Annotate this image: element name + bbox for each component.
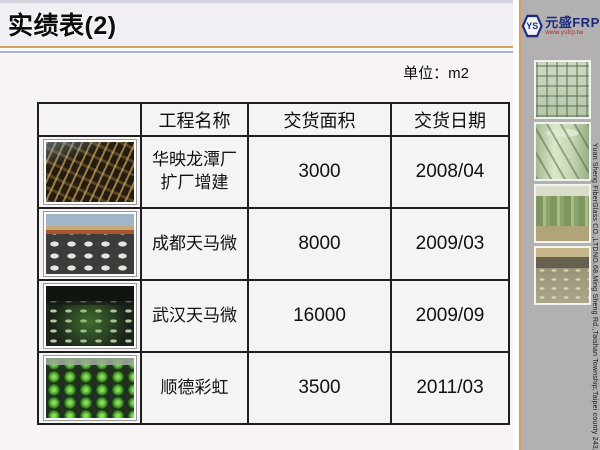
header-photo-column xyxy=(37,102,142,137)
project-name: 华映龙潭厂 扩厂增建 xyxy=(140,135,249,209)
unit-label: 单位：m2 xyxy=(403,65,469,82)
company-logo: YS 元盛FRP www.ysfrp.tw xyxy=(521,14,600,38)
ys-hexagon-icon: YS xyxy=(521,14,543,38)
project-photo-green-domes xyxy=(42,355,137,421)
main-area: 实绩表(2) 单位：m2 工程名称 交货面积 交货日期 华映龙潭厂 扩厂增建 3… xyxy=(0,0,513,450)
logo-monogram: YS xyxy=(526,21,539,31)
sidebar-photo-ceiling-structure xyxy=(534,60,591,119)
company-name-line: Yuan Sheng FiberGlass CO.,LTD xyxy=(591,143,598,252)
sidebar-photo-frp-tank xyxy=(534,122,591,181)
delivery-area: 3000 xyxy=(247,135,392,209)
company-address: Yuan Sheng FiberGlass CO.,LTD NO.68,Ming… xyxy=(521,143,600,450)
page-title: 实绩表(2) xyxy=(8,12,117,40)
header-project-name: 工程名称 xyxy=(140,102,249,137)
title-divider xyxy=(0,46,513,54)
delivery-date: 2009/09 xyxy=(390,279,510,353)
table-row: 武汉天马微 16000 2009/09 xyxy=(37,279,510,353)
company-street-line: NO.68,Ming Sheng Rd.,Taishan Township; xyxy=(591,251,598,391)
delivery-date: 2008/04 xyxy=(390,135,510,209)
divider-orange-line xyxy=(0,46,513,48)
project-photo-pedestals xyxy=(42,211,137,277)
project-photo-green-floor xyxy=(42,283,137,349)
brand-website: www.ysfrp.tw xyxy=(545,28,584,36)
delivery-date: 2009/03 xyxy=(390,207,510,281)
title-bar: 实绩表(2) xyxy=(0,0,513,46)
projects-table: 工程名称 交货面积 交货日期 华映龙潭厂 扩厂增建 3000 2008/04 成… xyxy=(37,102,510,425)
brand-name: 元盛FRP xyxy=(545,14,600,30)
table-row: 华映龙潭厂 扩厂增建 3000 2008/04 xyxy=(37,135,510,209)
project-name: 成都天马微 xyxy=(140,207,249,281)
content-area: 单位：m2 工程名称 交货面积 交货日期 华映龙潭厂 扩厂增建 3000 200… xyxy=(0,54,513,450)
table-row: 顺德彩虹 3500 2011/03 xyxy=(37,351,510,425)
sidebar-photo-factory-floor xyxy=(534,246,591,305)
table-row: 成都天马微 8000 2009/03 xyxy=(37,207,510,281)
company-city-line: Taipei county 243,Taiwan xyxy=(591,390,598,450)
delivery-date: 2011/03 xyxy=(390,351,510,425)
sidebar-panel: YS 元盛FRP www.ysfrp.tw Yuan Sheng FiberGl… xyxy=(521,0,600,450)
delivery-area: 16000 xyxy=(247,279,392,353)
table-header-row: 工程名称 交货面积 交货日期 xyxy=(37,102,510,137)
delivery-area: 8000 xyxy=(247,207,392,281)
project-name: 武汉天马微 xyxy=(140,279,249,353)
sidebar-orange-strip xyxy=(519,0,521,450)
divider-blue-line xyxy=(0,51,513,53)
sidebar: YS 元盛FRP www.ysfrp.tw Yuan Sheng FiberGl… xyxy=(513,0,600,450)
header-delivery-area: 交货面积 xyxy=(247,102,392,137)
project-name: 顺德彩虹 xyxy=(140,351,249,425)
sidebar-photo-storage-tanks xyxy=(534,184,591,243)
header-delivery-date: 交货日期 xyxy=(390,102,510,137)
project-photo-formwork xyxy=(42,139,137,205)
sidebar-white-strip xyxy=(513,0,519,450)
delivery-area: 3500 xyxy=(247,351,392,425)
